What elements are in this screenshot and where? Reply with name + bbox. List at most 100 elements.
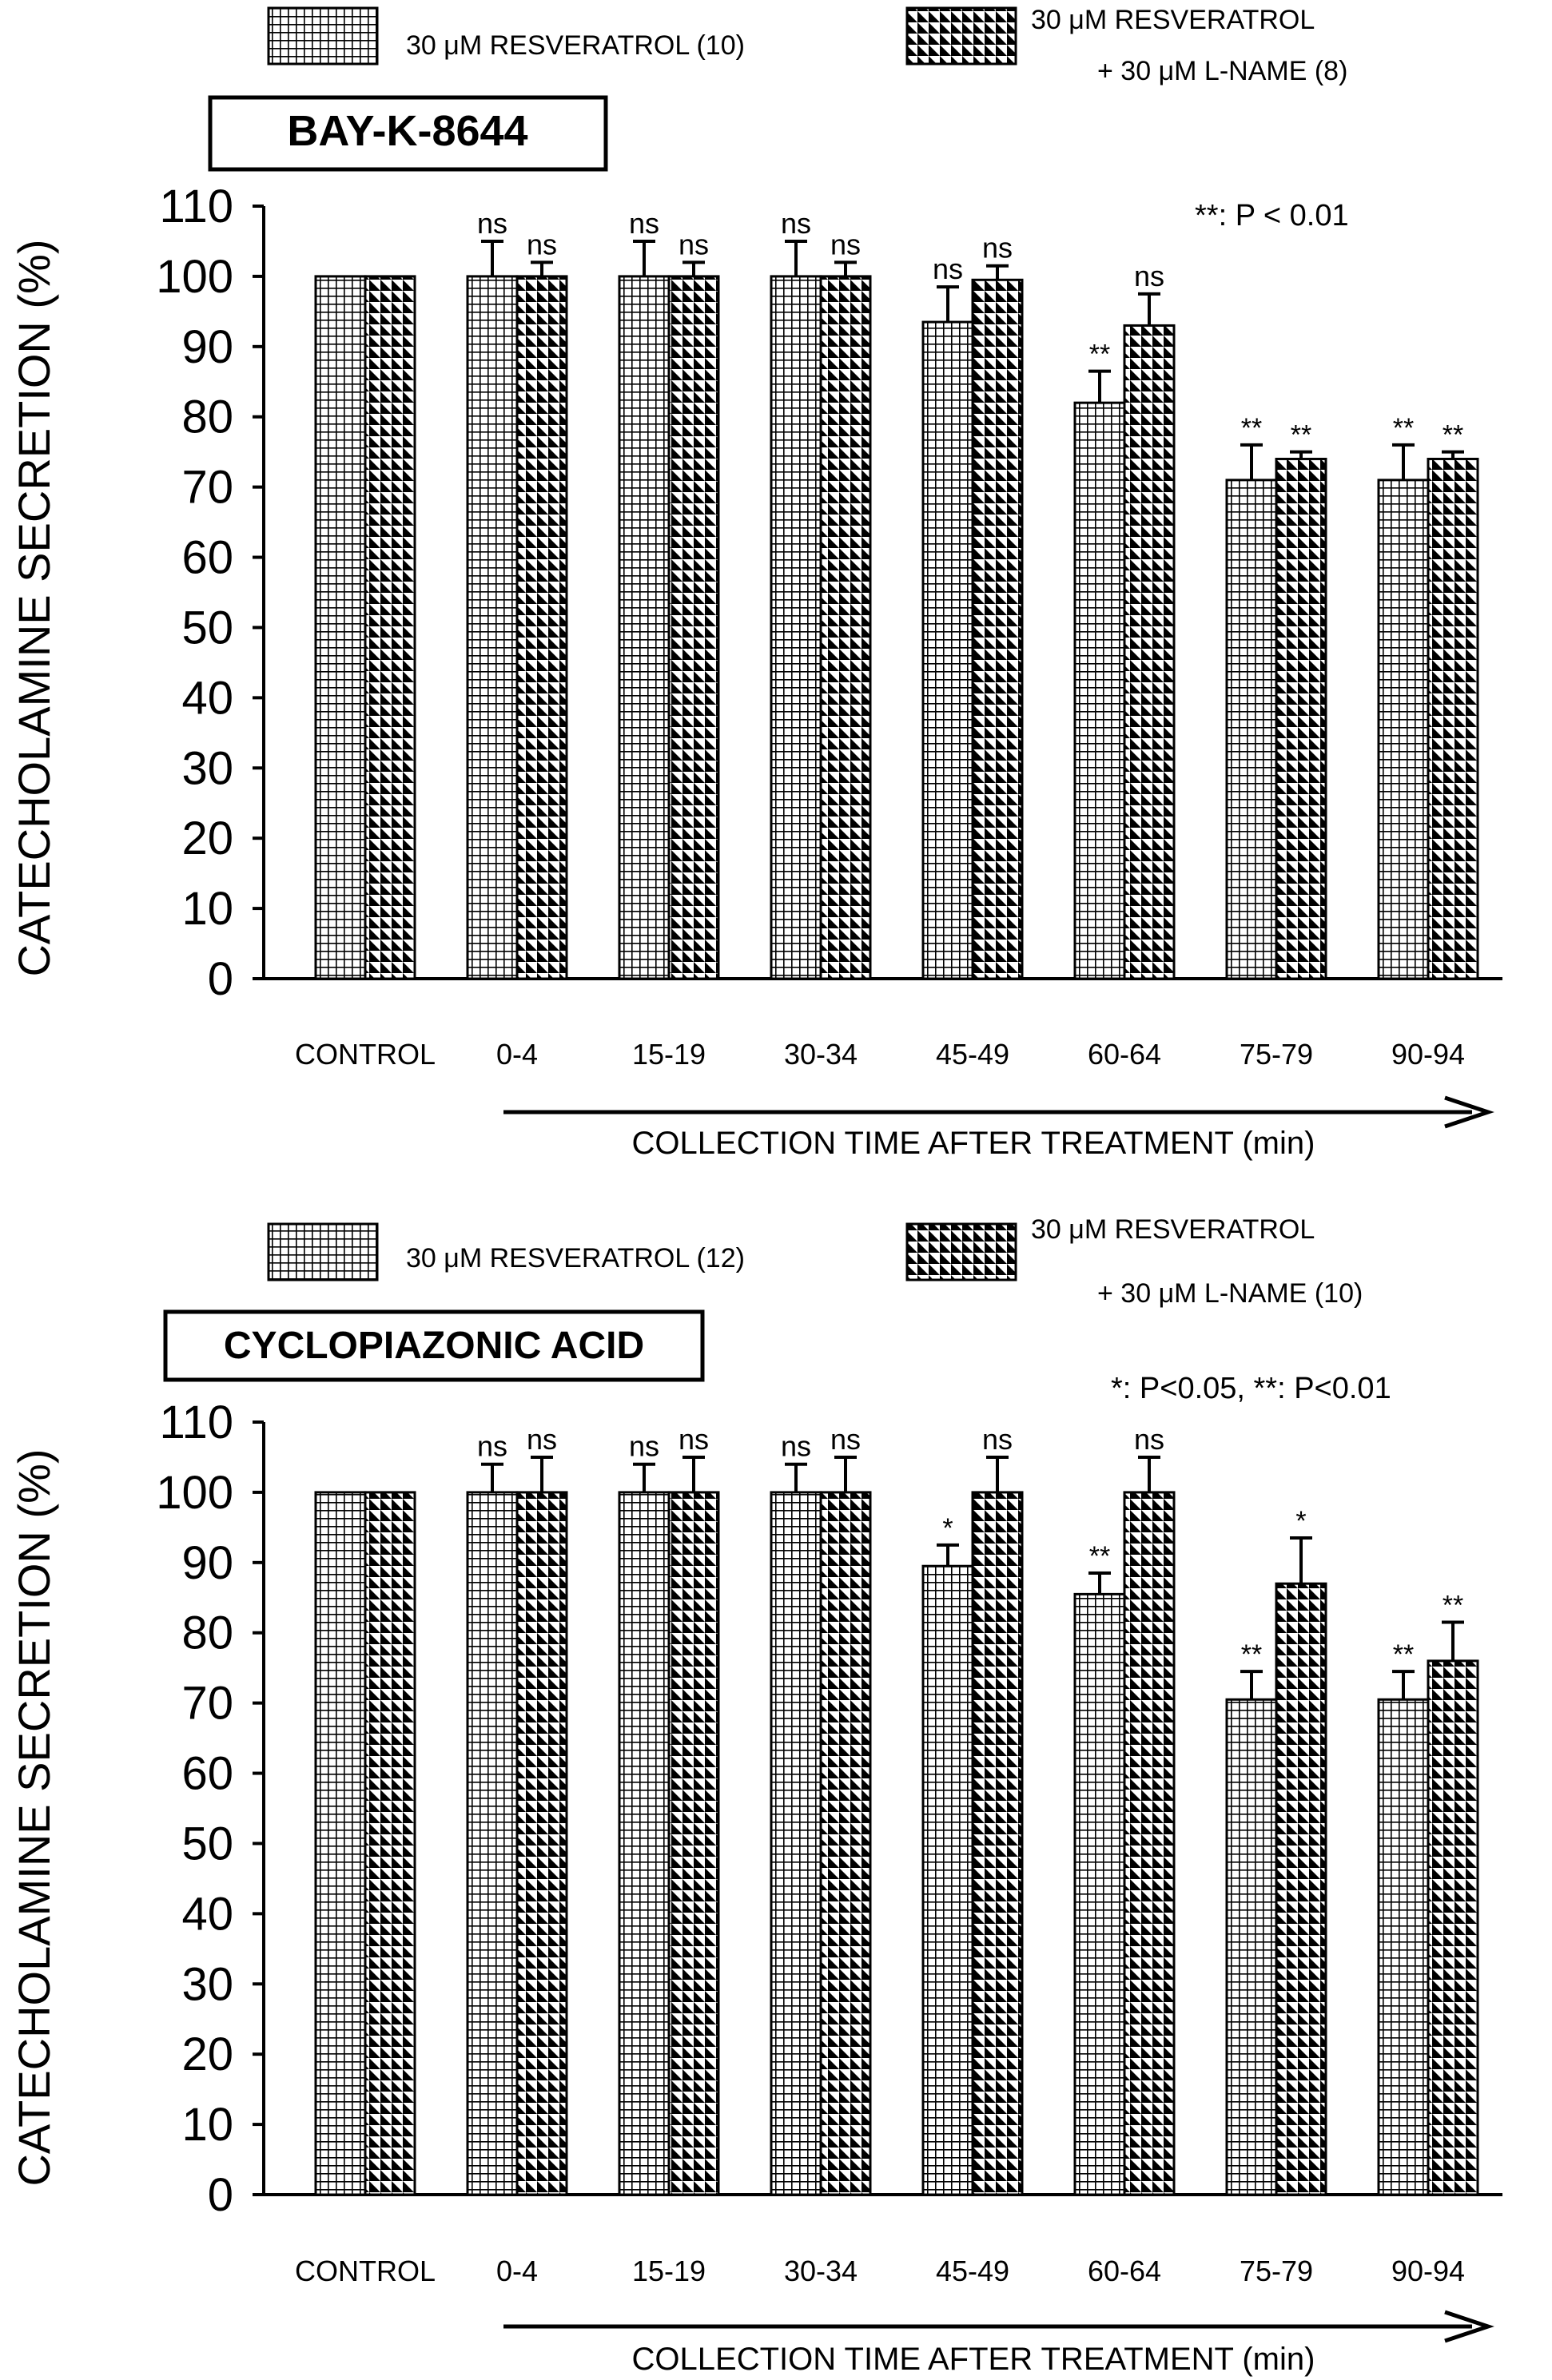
bar <box>921 1564 974 2196</box>
y-tick-label: 110 <box>160 1397 233 1448</box>
y-tick-label: 50 <box>181 602 233 654</box>
bar <box>364 1491 416 2196</box>
y-tick-label: 70 <box>181 462 233 514</box>
time-arrow <box>503 1095 1494 1129</box>
significance-label: ** <box>1393 1639 1414 1670</box>
bar <box>1377 1698 1430 2196</box>
legend-label-resveratrol: 30 μM RESVERATROL (10) <box>406 30 745 61</box>
y-tick-label: 60 <box>181 1748 233 1800</box>
y-tick-label: 70 <box>181 1678 233 1730</box>
significance-label: ns <box>1134 260 1164 292</box>
panel-title-box: BAY-K-8644 <box>208 95 608 172</box>
y-tick-label: 100 <box>156 1467 233 1519</box>
category-label: 60-64 <box>1088 1038 1161 1071</box>
legend-label-line-2: + 30 μM L-NAME (8) <box>1097 56 1347 86</box>
bar <box>466 1491 519 2196</box>
significance-label: ns <box>527 228 557 260</box>
y-tick-label: 60 <box>181 532 233 584</box>
category-label: 15-19 <box>632 1038 706 1071</box>
bar <box>971 278 1024 980</box>
legend-swatch-resveratrol <box>267 6 379 66</box>
significance-note: *: P<0.05, **: P<0.01 <box>1111 1372 1391 1405</box>
bar <box>770 1491 822 2196</box>
category-label: 30-34 <box>784 2255 858 2287</box>
y-tick-label: 40 <box>181 672 233 724</box>
bar <box>314 1491 367 2196</box>
significance-label: ns <box>830 228 861 260</box>
bar <box>1123 324 1176 980</box>
significance-note: **: P < 0.01 <box>1195 199 1349 232</box>
panel-cyclopiazonic-acid: 30 μM RESVERATROL (12) 30 μM RESVERATROL… <box>9 1214 1502 2377</box>
bar <box>515 275 568 980</box>
category-label: 45-49 <box>936 1038 1009 1071</box>
y-tick-label: 90 <box>181 1537 233 1589</box>
legend-label-line-1: 30 μM RESVERATROL <box>1031 1214 1315 1245</box>
y-axis-label: CATECHOLAMINE SECRETION (%) <box>9 239 59 976</box>
category-label: 30-34 <box>784 1038 858 1071</box>
x-axis-label: COLLECTION TIME AFTER TREATMENT (min) <box>632 2342 1315 2377</box>
significance-label: ns <box>830 1423 861 1456</box>
significance-label: ** <box>1443 420 1463 451</box>
bar <box>364 275 416 980</box>
category-label: CONTROL <box>295 1038 436 1071</box>
y-tick-label: 20 <box>181 2028 233 2080</box>
significance-label: ns <box>679 228 709 260</box>
panel-title: BAY-K-8644 <box>287 107 527 155</box>
y-tick-label: 90 <box>181 321 233 373</box>
legend-swatch-resveratrol <box>267 1222 379 1281</box>
legend: 30 μM RESVERATROL (12) 30 μM RESVERATROL… <box>267 1214 1363 1309</box>
y-tick-label: 100 <box>156 251 233 303</box>
bar <box>1123 1491 1176 2196</box>
bar <box>667 275 720 980</box>
significance-label: ** <box>1291 420 1311 451</box>
panel-title-box: CYCLOPIAZONIC ACID <box>163 1309 705 1382</box>
x-axis-label: COLLECTION TIME AFTER TREATMENT (min) <box>632 1126 1315 1161</box>
bar <box>971 1491 1024 2196</box>
significance-label: ns <box>629 207 659 240</box>
bar <box>819 275 872 980</box>
y-tick-label: 30 <box>181 742 233 794</box>
bar <box>1225 1698 1278 2196</box>
y-tick-label: 10 <box>181 883 233 935</box>
bar <box>1275 1582 1327 2196</box>
bar <box>770 275 822 980</box>
category-label: 90-94 <box>1391 2255 1465 2287</box>
legend: 30 μM RESVERATROL (10) 30 μM RESVERATROL… <box>267 5 1347 86</box>
category-label: 45-49 <box>936 2255 1009 2287</box>
bar <box>1073 401 1126 980</box>
significance-label: * <box>1295 1506 1306 1536</box>
y-tick-label: 30 <box>181 1958 233 2010</box>
significance-label: ** <box>1089 1541 1110 1571</box>
bar <box>1073 1592 1126 2196</box>
bar <box>667 1491 720 2196</box>
legend-swatch-resveratrol-lname <box>905 1222 1017 1281</box>
y-tick-label: 80 <box>181 1607 233 1659</box>
significance-label: ** <box>1241 1639 1262 1670</box>
significance-label: ns <box>629 1430 659 1463</box>
significance-label: ns <box>781 207 811 240</box>
category-label: 0-4 <box>496 1038 538 1071</box>
legend-label-line-2: + 30 μM L-NAME (10) <box>1097 1278 1363 1309</box>
significance-label: ns <box>982 232 1013 264</box>
bar <box>314 275 367 980</box>
category-label: 90-94 <box>1391 1038 1465 1071</box>
bar <box>618 275 671 980</box>
legend-label-line-1: 30 μM RESVERATROL <box>1031 5 1315 35</box>
y-axis-label: CATECHOLAMINE SECRETION (%) <box>9 1448 59 2186</box>
category-label: 75-79 <box>1240 2255 1313 2287</box>
x-axis: CONTROL 0-4 15-19 30-34 45-49 60-64 75-79 90-94 <box>295 1038 1465 1071</box>
bar <box>1225 479 1278 980</box>
y-tick-label: 20 <box>181 813 233 864</box>
significance-label: ns <box>781 1430 811 1463</box>
category-label: 15-19 <box>632 2255 706 2287</box>
significance-label: * <box>942 1513 953 1544</box>
bar <box>618 1491 671 2196</box>
bar <box>515 1491 568 2196</box>
y-tick-label: 0 <box>208 2169 233 2221</box>
plot-area: ns ns ns***** **ns ns ns ns ns*** <box>314 1423 1479 2196</box>
significance-label: ns <box>477 207 507 240</box>
legend-swatch-resveratrol-lname <box>905 6 1017 66</box>
bar <box>1427 1659 1479 2196</box>
significance-label: ns <box>1134 1423 1164 1456</box>
